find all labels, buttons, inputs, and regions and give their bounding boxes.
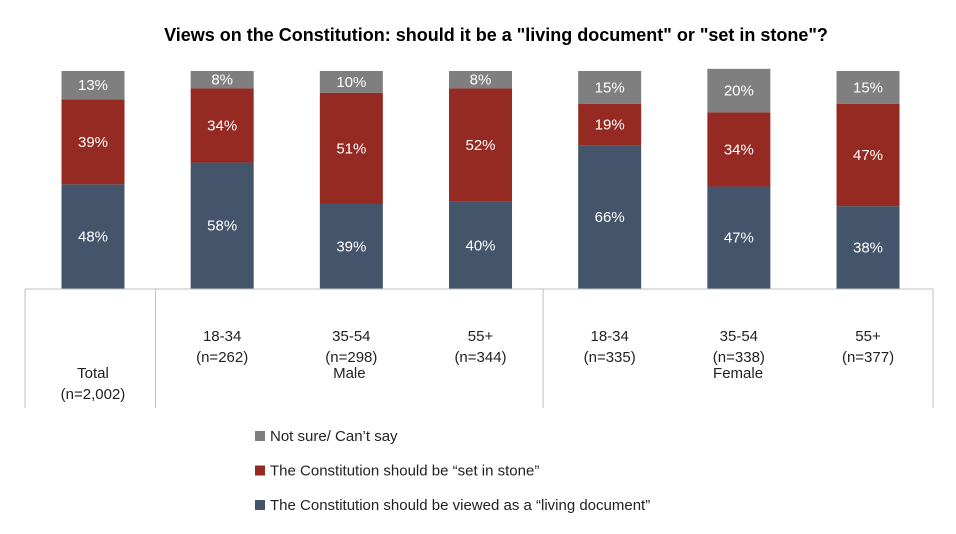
legend-swatch bbox=[255, 465, 265, 476]
bar-segment bbox=[836, 71, 900, 104]
group-label: Female bbox=[713, 365, 763, 382]
bar-segment bbox=[836, 103, 900, 207]
value-label: 13% bbox=[78, 77, 108, 94]
value-label: 34% bbox=[724, 141, 754, 158]
value-label: 48% bbox=[78, 229, 108, 246]
category-label: 35-54 bbox=[720, 328, 758, 345]
bar-segment bbox=[578, 145, 642, 289]
legend-label: The Constitution should be “set in stone… bbox=[270, 462, 539, 479]
bar-segment bbox=[449, 71, 513, 89]
value-label: 8% bbox=[211, 72, 233, 89]
bar-segment bbox=[707, 68, 771, 113]
value-label: 40% bbox=[465, 237, 495, 254]
bar-segment bbox=[449, 201, 513, 289]
bar-segment bbox=[578, 71, 642, 104]
bar-segment bbox=[449, 88, 513, 202]
value-label: 20% bbox=[724, 83, 754, 100]
bar-segment bbox=[836, 206, 900, 289]
value-label: 15% bbox=[853, 79, 883, 96]
value-label: 10% bbox=[336, 74, 366, 91]
legend-label: Not sure/ Can’t say bbox=[270, 428, 398, 445]
category-label: (n=298) bbox=[325, 349, 377, 366]
value-label: 47% bbox=[724, 230, 754, 247]
category-label: Total bbox=[77, 365, 109, 382]
value-label: 51% bbox=[336, 140, 366, 157]
bar-segment bbox=[578, 103, 642, 146]
category-label: (n=377) bbox=[842, 349, 894, 366]
legend-swatch bbox=[255, 431, 265, 441]
value-label: 47% bbox=[853, 147, 883, 164]
category-label: (n=262) bbox=[196, 349, 248, 366]
category-label: (n=2,002) bbox=[61, 386, 126, 403]
group-label: Male bbox=[333, 365, 366, 382]
bar-segment bbox=[61, 99, 125, 185]
bar-segment bbox=[319, 203, 383, 289]
chart-title: Views on the Constitution: should it be … bbox=[164, 25, 828, 45]
value-label: 52% bbox=[465, 137, 495, 154]
bar-segment bbox=[190, 162, 254, 289]
bar-segment bbox=[707, 186, 771, 289]
category-label: 18-34 bbox=[590, 328, 628, 345]
value-label: 38% bbox=[853, 240, 883, 257]
bar-segment bbox=[707, 112, 771, 187]
value-label: 19% bbox=[595, 116, 625, 133]
category-label: 55+ bbox=[468, 328, 494, 345]
bar-segment bbox=[190, 71, 254, 89]
value-label: 34% bbox=[207, 117, 237, 134]
category-label: 55+ bbox=[855, 328, 881, 345]
category-label: 35-54 bbox=[332, 328, 370, 345]
value-label: 15% bbox=[595, 79, 625, 96]
bar-segment bbox=[319, 92, 383, 204]
value-label: 39% bbox=[336, 238, 366, 255]
category-label: 18-34 bbox=[203, 328, 241, 345]
category-label: (n=344) bbox=[454, 349, 506, 366]
bar-segment bbox=[190, 88, 254, 163]
bar-segment bbox=[61, 184, 125, 289]
value-label: 66% bbox=[595, 209, 625, 226]
category-label: (n=335) bbox=[584, 349, 636, 366]
bar-segment bbox=[319, 71, 383, 93]
value-label: 58% bbox=[207, 218, 237, 235]
category-label: (n=338) bbox=[713, 349, 765, 366]
legend-label: The Constitution should be viewed as a “… bbox=[270, 497, 650, 514]
legend-swatch bbox=[255, 500, 265, 510]
bar-segment bbox=[61, 71, 125, 100]
value-label: 8% bbox=[470, 72, 492, 89]
value-label: 39% bbox=[78, 134, 108, 151]
